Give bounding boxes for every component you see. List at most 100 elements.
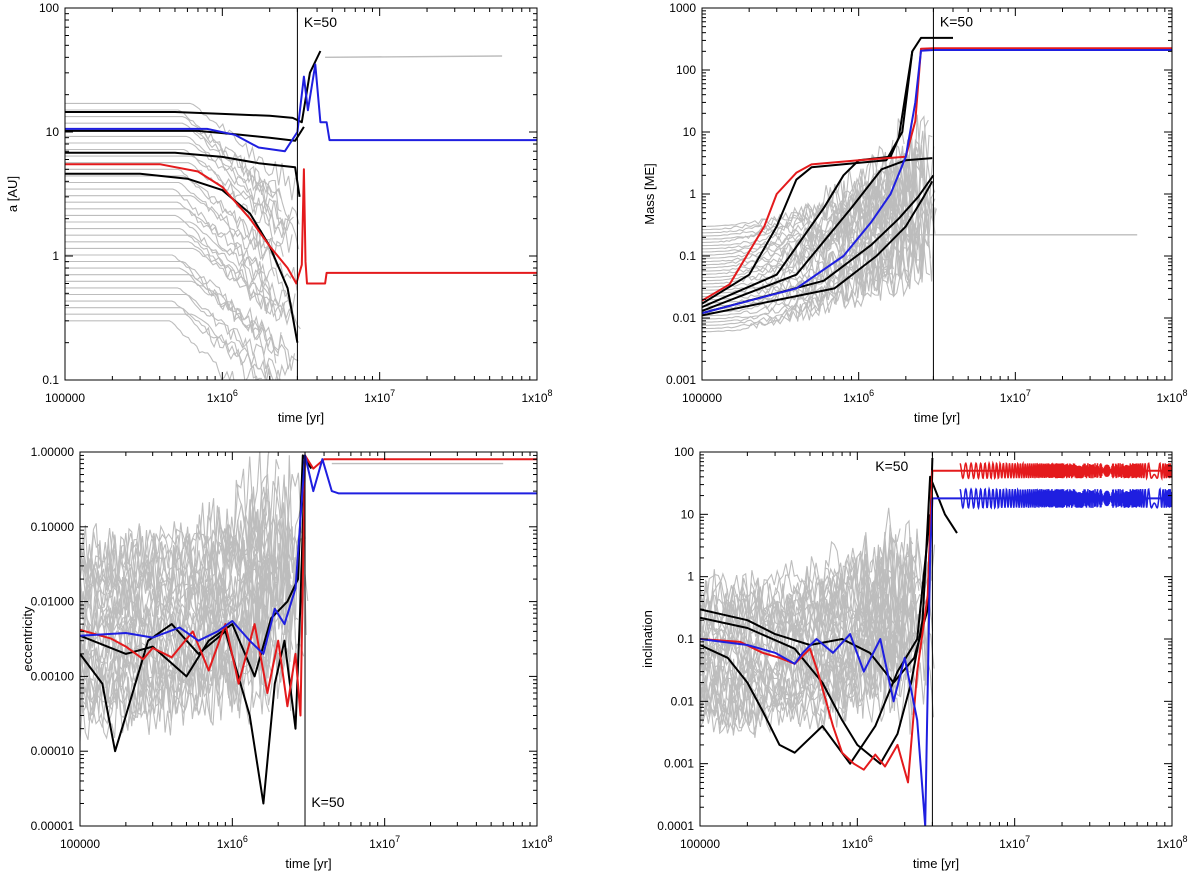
gray-track [65,109,274,198]
gray-track [65,122,282,205]
y-tick-label: 1 [689,187,696,201]
gray-track [65,175,284,260]
gray-track [702,139,894,243]
y-tick-label: 0.00100 [31,669,75,683]
gray-track [65,214,269,311]
y-tick-label: 0.00001 [31,819,75,833]
y-tick-label: 100 [676,63,696,77]
x-tick-label: 100000 [60,837,100,851]
k-label: K=50 [940,14,973,30]
gray-track [65,116,282,212]
gray-track [65,181,276,277]
y-tick-label: 10 [46,125,60,139]
gray-track [702,178,935,291]
gray-track [80,452,270,575]
gray-track [65,274,296,371]
y-tick-label: 0.01000 [31,595,75,609]
gray-track [65,287,273,380]
x-tick-label: 1x107 [369,834,400,851]
y-tick-label: 0.0001 [657,819,694,833]
plot-area [702,36,1172,333]
gray-track [700,531,894,629]
x-tick-label: 1x106 [207,388,238,405]
x-tick-label: 100000 [680,837,720,851]
series-black-3 [702,157,933,312]
gray-track [65,260,282,357]
x-tick-label: 1x107 [999,834,1030,851]
oscillation-blue [959,486,1172,511]
series-black-2 [700,475,958,765]
y-tick-label: 0.01 [671,694,695,708]
gray-track [65,102,296,201]
gray-track [80,514,293,621]
y-tick-label: 100 [39,1,59,15]
plot-area [65,50,537,380]
x-tick-label: 1x106 [843,388,874,405]
gray-track [65,135,290,233]
series-black-1 [702,36,953,305]
y-tick-label: 10 [681,507,695,521]
y-tick-label: 1000 [669,1,696,15]
series-black-2 [65,126,305,142]
y-tick-label: 0.10000 [31,520,75,534]
y-tick-label: 0.001 [666,373,696,387]
gray-track [700,519,913,622]
series-red-planet [700,469,1172,784]
x-tick-label: 1x108 [1156,834,1187,851]
gray-track [702,114,921,234]
series-black-2 [702,51,914,309]
k-label: K=50 [875,458,908,474]
gray-track [65,168,274,250]
y-axis-label: Mass [ME] [642,163,657,224]
x-tick-label: 1x108 [521,388,552,405]
series-blue-planet [80,454,537,655]
gray-track [65,241,293,322]
y-tick-label: 1 [52,249,59,263]
y-tick-label: 0.00010 [31,744,75,758]
gray-track [80,488,292,606]
gray-track [65,228,277,316]
series-red-planet [702,47,1172,302]
y-tick-label: 0.01 [673,311,697,325]
x-axis-label: time [yr] [285,856,331,871]
gray-track [702,178,912,282]
gray-track [702,169,915,279]
panel-eccentricity: K=50 100000 1x106 1x107 1x108 0.00001 0.00010 0… [20,445,553,871]
x-tick-label: 1x107 [364,388,395,405]
gray-track [65,129,300,225]
gray-track [65,221,296,313]
k-label: K=50 [304,14,337,30]
series-black-5 [702,180,934,317]
gray-track [65,320,235,380]
y-axis-label: eccentricity [20,606,35,672]
series-black-3 [700,514,932,765]
series-blue-planet [65,63,537,153]
series-blue-planet [700,497,1172,826]
plot-frame [79,451,538,827]
gray-track [702,204,929,323]
gray-track [702,218,919,314]
y-tick-label: 0.1 [677,632,694,646]
gray-track [702,205,930,326]
gray-track [702,207,936,320]
panel-semimajor: K=50 100000 1x106 1x107 1x108 0.1 1 10 100 time [… [5,1,553,425]
gray-track [65,293,289,380]
gray-track [65,142,294,232]
y-tick-label: 1 [687,570,694,584]
series-black-2 [80,454,313,678]
x-tick-label: 1x108 [1156,388,1187,405]
y-tick-label: 10 [683,125,697,139]
x-tick-label: 1x106 [217,834,248,851]
gray-track [702,144,936,250]
series-black-3 [65,151,301,197]
y-tick-label: 1.00000 [31,445,75,459]
gray-track [702,196,935,304]
gray-track [80,519,273,620]
gray-track [65,254,263,341]
gray-track [80,526,273,677]
y-tick-label: 0.1 [679,249,696,263]
y-tick-label: 0.001 [664,757,694,771]
gray-track [65,155,300,250]
gray-track [80,550,297,665]
